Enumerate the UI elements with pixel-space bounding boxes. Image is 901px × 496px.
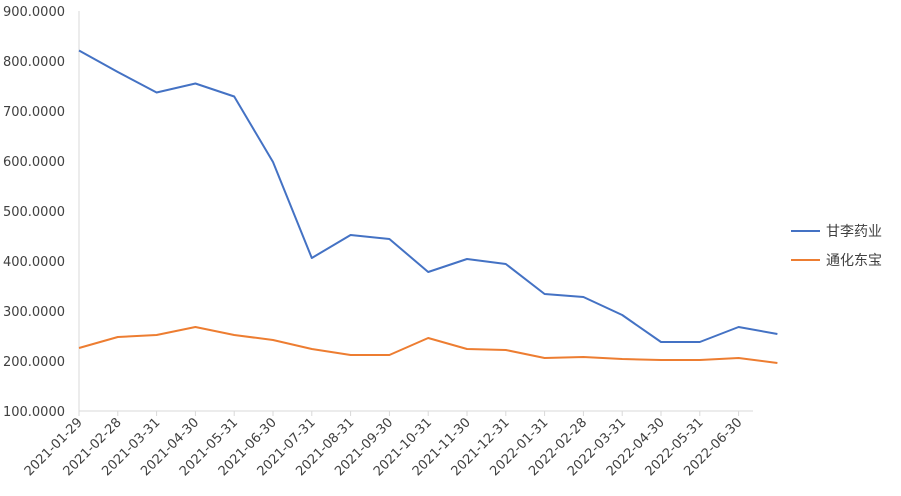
y-tick-label: 300.0000 bbox=[3, 305, 65, 320]
y-axis-ticks: 100.0000 200.0000 300.0000 400.0000 500.0000… bbox=[3, 5, 65, 420]
axes bbox=[78, 11, 753, 412]
series-line-0 bbox=[78, 49, 778, 343]
y-tick-label: 400.0000 bbox=[3, 255, 65, 270]
y-tick-label: 700.0000 bbox=[3, 105, 65, 120]
series-lines bbox=[78, 49, 778, 364]
y-tick-label: 100.0000 bbox=[3, 405, 65, 420]
series-line-1 bbox=[78, 326, 778, 364]
legend-label: 通化东宝 bbox=[826, 253, 882, 269]
y-tick-label: 200.0000 bbox=[3, 355, 65, 370]
legend-label: 甘李药业 bbox=[826, 224, 882, 240]
y-tick-label: 900.0000 bbox=[3, 5, 65, 20]
y-tick-label: 800.0000 bbox=[3, 55, 65, 70]
y-tick-label: 500.0000 bbox=[3, 205, 65, 220]
x-axis-ticks: 2021-01-292021-02-282021-03-312021-04-30… bbox=[22, 411, 745, 479]
y-tick-label: 600.0000 bbox=[3, 155, 65, 170]
